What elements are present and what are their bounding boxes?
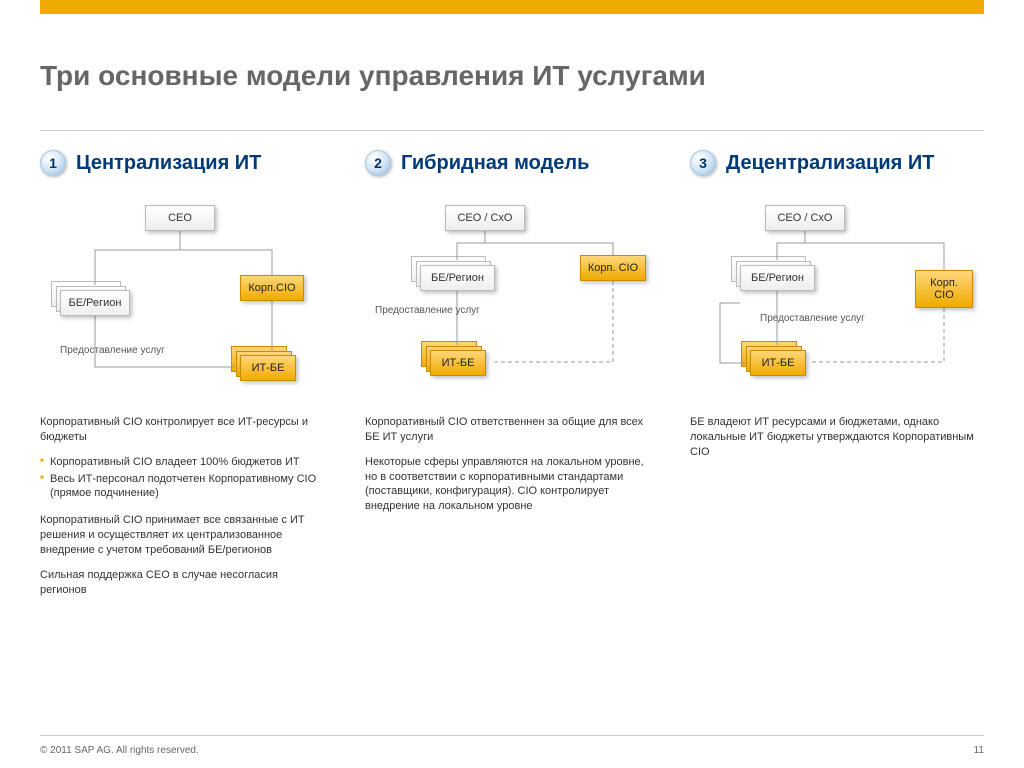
copyright: © 2011 SAP AG. All rights reserved. bbox=[40, 745, 199, 756]
section-3-header: 3 Децентрализация ИТ bbox=[690, 150, 934, 176]
section-2-badge: 2 bbox=[365, 150, 391, 176]
desc-paragraph: Сильная поддержка CEO в случае несогласи… bbox=[40, 568, 325, 598]
section-1-title: Централизация ИТ bbox=[76, 152, 261, 175]
org-node-itbe: ИТ-БЕ bbox=[750, 350, 806, 376]
desc-1: Корпоративный CIO контролирует все ИТ-ре… bbox=[40, 415, 325, 607]
desc-3: БЕ владеют ИТ ресурсами и бюджетами, одн… bbox=[690, 415, 975, 470]
diagram-label: Предоставление услуг bbox=[760, 313, 865, 324]
diagram-1: CEO БЕ/Регион Корп.CIO ИТ-БЕ Предоставление … bbox=[40, 195, 340, 400]
desc-bullet: Корпоративный CIO владеет 100% бюджетов … bbox=[40, 455, 325, 470]
org-node-cio: Корп.CIO bbox=[240, 275, 304, 301]
diagram-label: Предоставление услуг bbox=[60, 345, 165, 356]
desc-paragraph: БЕ владеют ИТ ресурсами и бюджетами, одн… bbox=[690, 415, 975, 460]
page-title: Три основные модели управления ИТ услуга… bbox=[40, 60, 706, 92]
accent-bar bbox=[40, 0, 984, 14]
desc-bullets: Корпоративный CIO владеет 100% бюджетов … bbox=[40, 455, 325, 502]
org-node-cio: Корп. CIO bbox=[580, 255, 646, 281]
section-1-badge: 1 bbox=[40, 150, 66, 176]
section-1-header: 1 Централизация ИТ bbox=[40, 150, 261, 176]
desc-bullet: Весь ИТ-персонал подотчетен Корпоративно… bbox=[40, 472, 325, 502]
diagram-2: CEO / CxO БЕ/Регион Корп. CIO ИТ-БЕ Предоста… bbox=[365, 195, 665, 400]
diagram-3: CEO / CxO БЕ/Регион Корп. CIO ИТ-БЕ Предоста… bbox=[690, 195, 990, 400]
org-node-cio: Корп. CIO bbox=[915, 270, 973, 308]
page-number: 11 bbox=[974, 745, 984, 756]
desc-paragraph: Некоторые сферы управляются на локальном… bbox=[365, 455, 650, 514]
footer-divider bbox=[40, 735, 984, 736]
desc-paragraph: Корпоративный CIO принимает все связанны… bbox=[40, 513, 325, 558]
org-node-itbe: ИТ-БЕ bbox=[240, 355, 296, 381]
section-3-badge: 3 bbox=[690, 150, 716, 176]
desc-2: Корпоративный CIO ответственнен за общие… bbox=[365, 415, 650, 524]
title-divider bbox=[40, 130, 984, 131]
org-node-be: БЕ/Регион bbox=[420, 265, 495, 291]
org-node-itbe: ИТ-БЕ bbox=[430, 350, 486, 376]
section-2-header: 2 Гибридная модель bbox=[365, 150, 589, 176]
diagram-label: Предоставление услуг bbox=[375, 305, 480, 316]
org-node-be: БЕ/Регион bbox=[740, 265, 815, 291]
section-2-title: Гибридная модель bbox=[401, 152, 589, 175]
section-3-title: Децентрализация ИТ bbox=[726, 152, 934, 175]
org-node-ceo: CEO bbox=[145, 205, 215, 231]
org-node-ceo: CEO / CxO bbox=[445, 205, 525, 231]
org-node-be: БЕ/Регион bbox=[60, 290, 130, 316]
org-node-ceo: CEO / CxO bbox=[765, 205, 845, 231]
desc-paragraph: Корпоративный CIO контролирует все ИТ-ре… bbox=[40, 415, 325, 445]
desc-paragraph: Корпоративный CIO ответственнен за общие… bbox=[365, 415, 650, 445]
